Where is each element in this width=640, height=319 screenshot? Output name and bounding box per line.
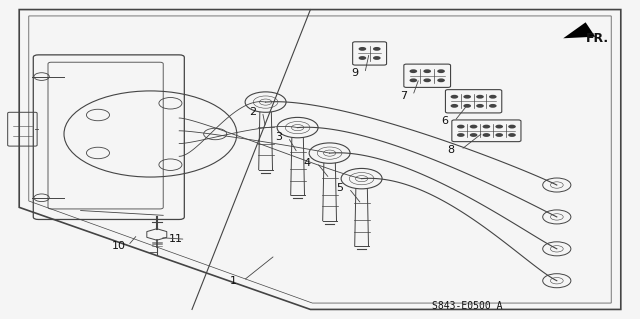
Circle shape xyxy=(424,78,431,82)
Polygon shape xyxy=(563,22,595,38)
Text: 9: 9 xyxy=(351,68,359,78)
Circle shape xyxy=(476,95,484,99)
Circle shape xyxy=(410,69,417,73)
Text: 4: 4 xyxy=(303,158,311,168)
Text: 10: 10 xyxy=(111,241,125,251)
Text: S843-E0500 A: S843-E0500 A xyxy=(432,301,502,311)
Circle shape xyxy=(489,104,497,108)
Text: 6: 6 xyxy=(442,116,448,126)
Circle shape xyxy=(495,125,503,129)
Text: 2: 2 xyxy=(249,107,257,117)
Circle shape xyxy=(470,133,477,137)
Circle shape xyxy=(476,104,484,108)
Text: 1: 1 xyxy=(230,276,237,286)
Circle shape xyxy=(410,78,417,82)
Text: 7: 7 xyxy=(399,91,407,101)
Circle shape xyxy=(483,133,490,137)
Circle shape xyxy=(489,95,497,99)
Text: 5: 5 xyxy=(336,183,342,193)
Text: FR.: FR. xyxy=(586,32,609,45)
Text: 3: 3 xyxy=(275,132,282,142)
Circle shape xyxy=(457,133,465,137)
Circle shape xyxy=(358,56,366,60)
Circle shape xyxy=(424,69,431,73)
Circle shape xyxy=(451,95,458,99)
Circle shape xyxy=(463,95,471,99)
Circle shape xyxy=(437,78,445,82)
Circle shape xyxy=(373,47,381,51)
Circle shape xyxy=(437,69,445,73)
Circle shape xyxy=(483,125,490,129)
Circle shape xyxy=(373,56,381,60)
Circle shape xyxy=(358,47,366,51)
Circle shape xyxy=(495,133,503,137)
Text: 11: 11 xyxy=(169,234,183,244)
Circle shape xyxy=(463,104,471,108)
Circle shape xyxy=(457,125,465,129)
Text: 8: 8 xyxy=(447,145,455,155)
Circle shape xyxy=(451,104,458,108)
Circle shape xyxy=(470,125,477,129)
Circle shape xyxy=(508,133,516,137)
Circle shape xyxy=(508,125,516,129)
